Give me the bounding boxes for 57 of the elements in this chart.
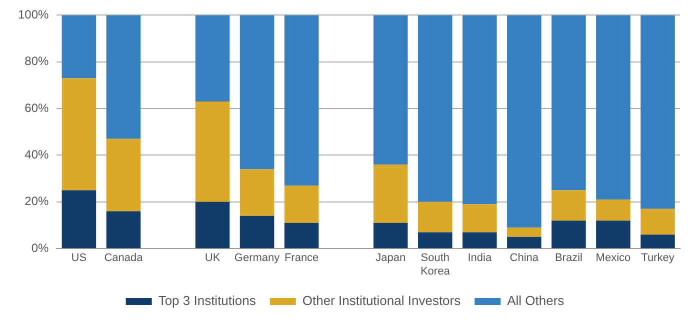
bar [284, 186, 319, 223]
bar [62, 15, 96, 78]
bar [418, 15, 452, 202]
bar [507, 15, 542, 228]
bar [462, 204, 497, 232]
y-tick-label: 100% [18, 8, 50, 22]
bar [62, 190, 96, 248]
bar [640, 234, 675, 248]
bar [596, 220, 630, 248]
bar [195, 15, 230, 102]
x-tick-label: Germany [234, 252, 280, 264]
bar [240, 216, 274, 248]
bar [640, 208, 675, 235]
bar [106, 211, 141, 248]
bar [552, 220, 586, 248]
y-tick-label: 0% [31, 240, 50, 255]
bar [596, 200, 630, 221]
bar [284, 15, 319, 186]
x-tick-label: Mexico [596, 252, 631, 264]
x-tick-label: US [71, 252, 87, 264]
x-tick-label: Japan [376, 252, 406, 264]
bar [462, 232, 497, 248]
bar [418, 202, 452, 232]
bar [462, 15, 497, 204]
bar [507, 236, 542, 248]
x-tick-label: France [284, 252, 319, 264]
y-tick-label: 20% [24, 194, 50, 208]
bar [195, 202, 230, 248]
bar [240, 15, 274, 170]
x-tick-label: India [468, 252, 492, 264]
y-tick-label: 60% [24, 100, 50, 115]
x-tick-label: China [510, 252, 540, 264]
x-tick-label: UK [204, 252, 221, 264]
x-tick-label: South Korea [420, 252, 451, 278]
bar [552, 190, 586, 221]
bar [418, 232, 452, 248]
bar [596, 15, 630, 200]
bar [240, 169, 274, 216]
bar [373, 15, 408, 165]
bar [640, 15, 675, 209]
bar [106, 15, 141, 139]
legend-label: Other Institutional Investors [302, 293, 462, 308]
x-tick-label: Canada [104, 252, 144, 264]
bar [284, 222, 319, 248]
bar [106, 138, 141, 212]
bar [373, 164, 408, 223]
legend-label: All Others [507, 293, 565, 308]
bar [373, 222, 408, 248]
x-tick-label: Brazil [554, 252, 582, 264]
bar [195, 102, 230, 202]
bar [552, 15, 586, 190]
x-tick-label: Turkey [641, 252, 675, 264]
legend-label: Top 3 Institutions [158, 293, 256, 308]
y-tick-label: 80% [24, 54, 50, 68]
bar [62, 78, 96, 190]
bar [507, 228, 542, 237]
y-tick-label: 40% [24, 148, 50, 162]
